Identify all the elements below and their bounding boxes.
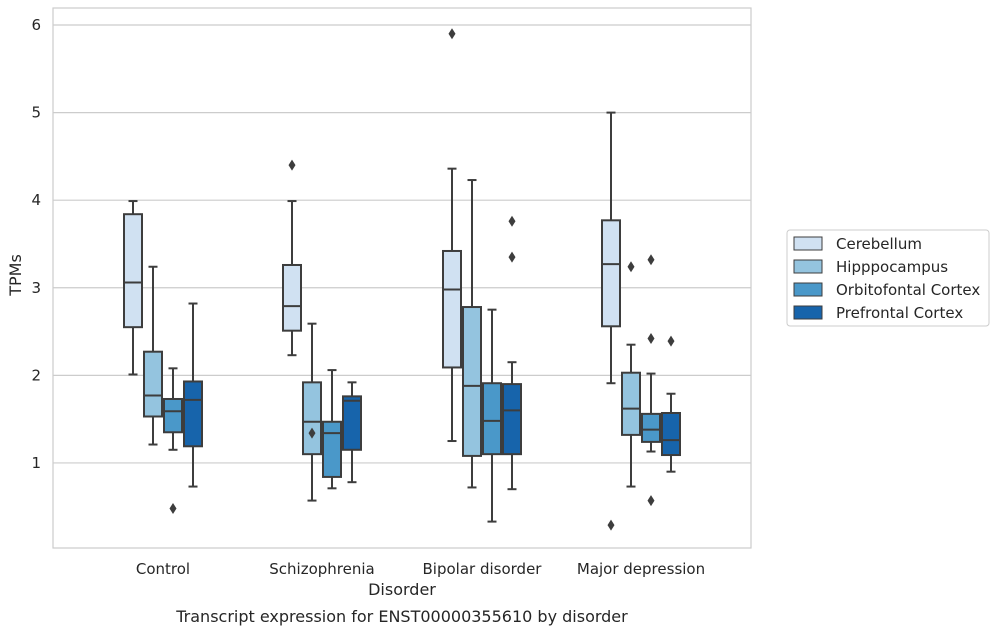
plot-boxes	[123, 28, 681, 531]
y-axis-title: TPMs	[6, 254, 25, 297]
box-4-2	[342, 381, 362, 484]
box-4-3	[502, 215, 522, 491]
outlier-point	[288, 159, 296, 171]
legend-swatch-3	[793, 282, 823, 297]
box-body	[661, 411, 681, 457]
plot-area-frame	[52, 7, 752, 549]
plot-area-background	[53, 8, 751, 548]
box-2-3	[462, 179, 482, 489]
outlier-point	[308, 427, 316, 439]
chart-caption: Transcript expression for ENST0000035561…	[175, 607, 628, 626]
box-body	[163, 397, 183, 434]
box-body	[322, 420, 342, 478]
y-tick-label-2: 2	[31, 366, 41, 384]
x-tick-label-4: Major depression	[577, 560, 705, 578]
box-body	[143, 350, 163, 418]
outlier-point	[647, 333, 655, 345]
box-body	[601, 219, 621, 328]
box-1-4	[601, 111, 621, 531]
x-tick-labels: Control Schizophrenia Bipolar disorder Majo…	[136, 560, 705, 578]
box-2-1	[143, 265, 163, 446]
box-3-4	[641, 254, 661, 507]
box-1-3	[442, 28, 462, 443]
box-3-2	[322, 369, 342, 490]
legend-label-3: Orbitofontal Cortex	[836, 281, 980, 299]
outlier-point	[667, 335, 675, 347]
y-tick-label-1: 1	[31, 454, 41, 472]
outlier-point	[647, 495, 655, 507]
legend: Cerebellum Hipppocampus Orbitofontal Corte…	[786, 229, 990, 327]
box-2-2	[302, 322, 322, 502]
box-body	[482, 382, 502, 456]
box-2-4	[621, 261, 641, 488]
y-tick-labels: 1 2 3 4 5 6	[31, 16, 41, 472]
box-4-4	[661, 335, 681, 473]
x-axis-title: Disorder	[368, 580, 436, 599]
box-3-3	[482, 308, 502, 523]
legend-swatch-4	[793, 305, 823, 320]
box-body	[302, 381, 322, 456]
box-body	[342, 395, 362, 451]
box-body	[462, 306, 482, 457]
box-body	[502, 383, 522, 456]
box-4-1	[183, 302, 203, 488]
legend-label-2: Hipppocampus	[836, 258, 948, 276]
legend-swatch-1	[793, 236, 823, 251]
outlier-point	[508, 215, 516, 227]
legend-frame	[786, 229, 990, 327]
box-body	[641, 412, 661, 443]
box-body	[621, 371, 641, 436]
x-tick-label-3: Bipolar disorder	[423, 560, 543, 578]
box-body	[442, 249, 462, 369]
box-body	[123, 213, 143, 329]
outlier-point	[508, 251, 516, 263]
y-tick-label-3: 3	[31, 279, 41, 297]
box-3-1	[163, 367, 183, 514]
x-tick-label-1: Control	[136, 560, 190, 578]
outlier-point	[647, 254, 655, 266]
gridlines	[53, 24, 751, 464]
box-1-1	[123, 200, 143, 376]
legend-label-4: Prefrontal Cortex	[836, 304, 963, 322]
y-tick-label-5: 5	[31, 104, 41, 122]
legend-label-1: Cerebellum	[836, 235, 922, 253]
box-1-2	[282, 159, 302, 357]
x-tick-label-2: Schizophrenia	[269, 560, 374, 578]
box-body	[282, 263, 302, 332]
outlier-point	[448, 28, 456, 40]
y-tick-label-4: 4	[31, 191, 41, 209]
y-tick-label-6: 6	[31, 16, 41, 34]
outlier-point	[607, 519, 615, 531]
outlier-point	[169, 502, 177, 514]
legend-swatch-2	[793, 259, 823, 274]
box-body	[183, 380, 203, 448]
outlier-point	[627, 261, 635, 273]
